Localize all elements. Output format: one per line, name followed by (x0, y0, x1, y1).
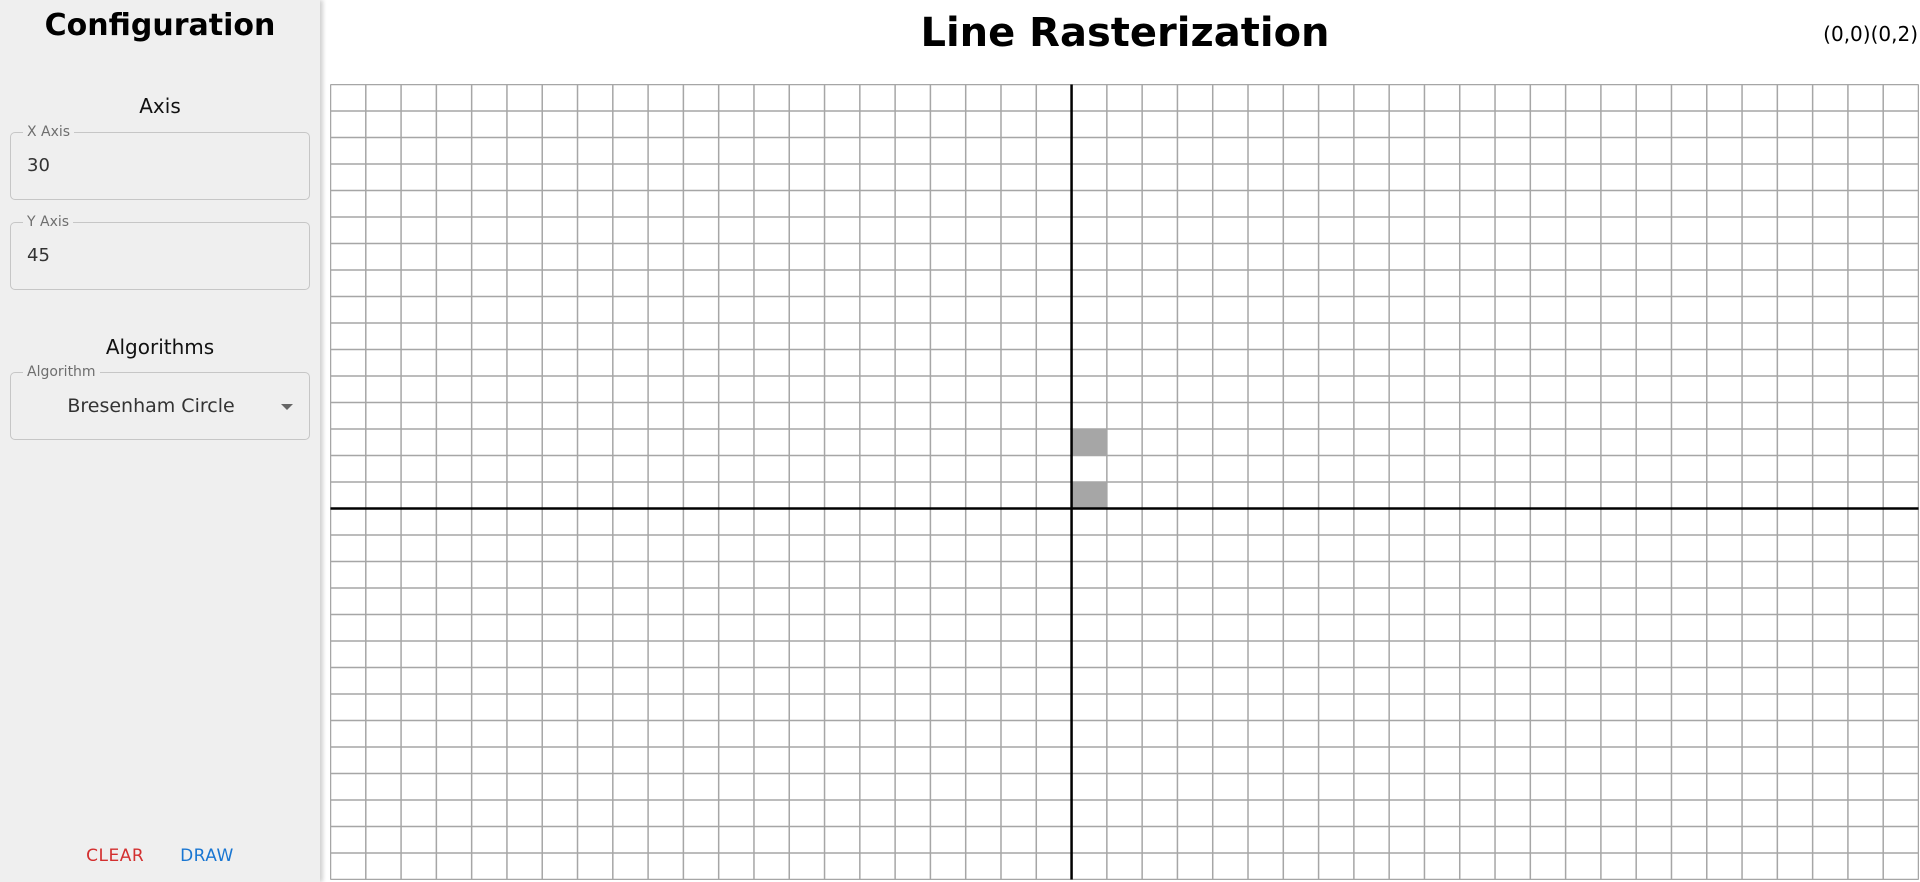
raster-grid[interactable] (330, 84, 1919, 880)
y-axis-field[interactable]: Y Axis (10, 214, 310, 290)
y-axis-label: Y Axis (23, 214, 74, 230)
chevron-down-icon[interactable] (281, 404, 293, 410)
clear-button[interactable]: CLEAR (86, 846, 145, 866)
filled-cell (1071, 482, 1107, 509)
x-axis-label: X Axis (23, 124, 75, 140)
algorithm-label: Algorithm (23, 364, 100, 380)
page-title: Line Rasterization (920, 10, 1330, 56)
coordinates-readout: (0,0)(0,2) (1823, 22, 1918, 46)
x-axis-field[interactable]: X Axis (10, 124, 310, 200)
x-axis-input[interactable] (27, 155, 287, 176)
action-buttons: CLEAR DRAW (0, 846, 320, 866)
algorithm-selected-value: Bresenham Circle (67, 395, 235, 417)
axis-section-title: Axis (139, 94, 181, 118)
draw-button[interactable]: DRAW (180, 846, 234, 866)
filled-cell (1071, 429, 1107, 456)
algorithms-section-title: Algorithms (105, 335, 215, 359)
sidebar: Configuration Axis X Axis Y Axis Algorit… (0, 0, 320, 882)
sidebar-title: Configuration (44, 8, 276, 43)
y-axis-input[interactable] (27, 245, 287, 266)
algorithm-select[interactable]: Algorithm Bresenham Circle (10, 364, 310, 440)
